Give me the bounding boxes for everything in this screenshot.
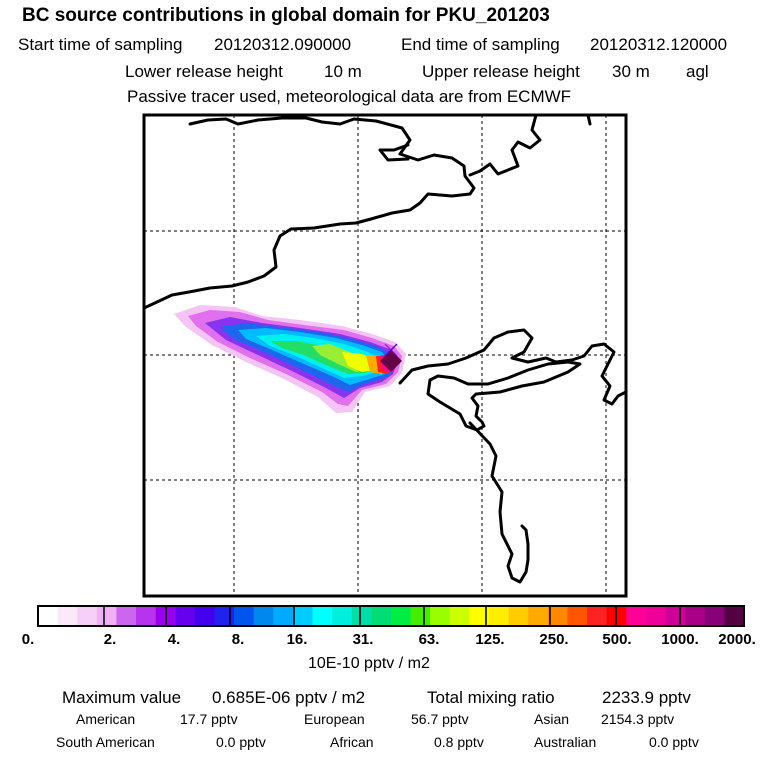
colorbar-tick-label: 2. [103,631,117,648]
colorbar-swatch [77,606,98,626]
colorbar-tick-label: 1000. [661,631,699,648]
colorbar-tick-label: 63. [418,631,440,648]
colorbar-tick-label: 8. [231,631,245,648]
colorbar-swatch [273,606,294,626]
colorbar-swatch [96,606,118,626]
colorbar-swatch [528,606,549,626]
colorbar-swatch [449,606,471,626]
region-name-african: African [330,734,374,750]
region-value-south-american: 0.0 pptv [216,734,266,750]
colorbar-swatch [489,606,510,626]
colorbar-swatch [292,606,314,626]
colorbar-frame [37,605,745,627]
colorbar-swatch [626,606,647,626]
colorbar-swatch [469,606,490,626]
colorbar-swatch [547,606,569,626]
max-value: 0.685E-06 pptv / m2 [212,688,366,707]
colorbar-swatch [234,606,255,626]
colorbar-swatch [175,606,196,626]
tracer-plume [174,305,406,413]
region-value-american: 17.7 pptv [180,711,238,727]
tracer-note: Passive tracer used, meteorological data… [127,87,572,106]
region-value-european: 56.7 pptv [411,711,469,727]
map-title: BC source contributions in global domain… [22,5,550,26]
upper-height-label: Upper release height [422,62,580,81]
region-value-asian: 2154.3 pptv [601,711,675,727]
colorbar-swatch [194,606,216,626]
colorbar-swatch [587,606,608,626]
colorbar-swatch [116,606,137,626]
region-name-european: European [304,711,365,727]
end-time-label: End time of sampling [401,35,560,54]
colorbar-swatch [665,606,686,626]
region-name-american: American [76,711,136,727]
colorbar-swatch [508,606,529,626]
colorbar-tick-label: 16. [286,631,308,648]
region-name-australian: Australian [534,734,597,750]
colorbar-swatch [214,606,235,626]
colorbar-swatch [704,606,725,626]
colorbar-tick-label: 2000. [718,631,756,648]
colorbar-swatch [253,606,274,626]
colorbar-unit-label: 10E-10 pptv / m2 [308,655,430,672]
upper-height-suffix: agl [686,62,709,81]
colorbar-swatch [332,606,353,626]
colorbar-swatch [391,606,412,626]
total-mixing-value: 2233.9 pptv [602,688,691,707]
colorbar-swatch [645,606,667,626]
colorbar-swatch [371,606,392,626]
region-value-australian: 0.0 pptv [649,734,699,750]
colorbar-swatch [724,606,745,626]
colorbar-swatch [38,606,59,626]
region-name-asian: Asian [534,711,570,727]
colorbar-swatch [136,606,157,626]
region-name-south-american: South American [56,734,155,750]
max-value-label: Maximum value [62,688,182,707]
map-frame [142,113,628,598]
colorbar-swatch [410,606,431,626]
colorbar-tick-label: 0. [21,631,35,648]
total-mixing-label: Total mixing ratio [427,688,555,707]
colorbar-swatch [351,606,372,626]
colorbar [37,605,745,627]
colorbar-swatch [685,606,706,626]
colorbar-tick-label: 31. [352,631,374,648]
colorbar-swatch [430,606,451,626]
start-time-value: 20120312.090000 [214,35,352,54]
colorbar-swatch [606,606,627,626]
colorbar-swatch [567,606,588,626]
colorbar-swatch [312,606,333,626]
coastlines [144,115,626,584]
lower-height-value: 10 m [324,62,362,81]
colorbar-tick-label: 125. [475,631,505,648]
upper-height-value: 30 m [612,62,650,81]
colorbar-swatch [57,606,78,626]
colorbar-tick-label: 250. [539,631,569,648]
end-time-value: 20120312.120000 [590,35,728,54]
start-time-label: Start time of sampling [18,35,183,54]
colorbar-tick-label: 500. [602,631,632,648]
lower-height-label: Lower release height [125,62,283,81]
region-value-african: 0.8 pptv [434,734,484,750]
colorbar-tick-label: 4. [167,631,181,648]
